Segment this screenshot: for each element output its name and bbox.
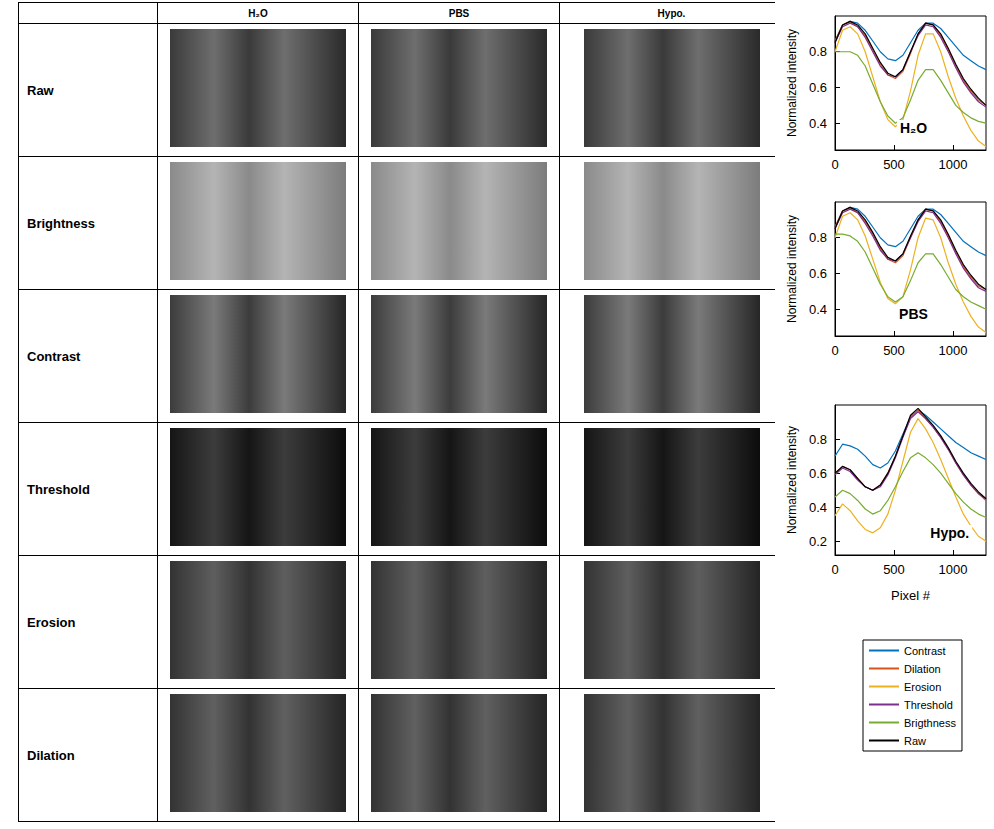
svg-text:Hypo.: Hypo. bbox=[930, 525, 969, 541]
svg-text:0.4: 0.4 bbox=[809, 302, 827, 317]
svg-text:0: 0 bbox=[831, 343, 838, 358]
svg-text:0.6: 0.6 bbox=[809, 266, 827, 281]
svg-text:H₂O: H₂O bbox=[900, 120, 927, 136]
svg-text:0: 0 bbox=[831, 157, 838, 172]
svg-text:Pixel #: Pixel # bbox=[891, 588, 931, 603]
svg-text:1000: 1000 bbox=[939, 562, 968, 577]
html-text:Threshold: Threshold bbox=[27, 481, 90, 497]
svg-text:Raw: Raw bbox=[904, 735, 926, 747]
svg-text:Normalized intensity: Normalized intensity bbox=[785, 426, 799, 534]
svg-text:PBS: PBS bbox=[899, 306, 928, 322]
svg-text:Brigthness: Brigthness bbox=[904, 717, 956, 729]
svg-text:0.4: 0.4 bbox=[809, 116, 827, 131]
html-text:Erosion: Erosion bbox=[27, 614, 76, 630]
svg-text:Normalized intensity: Normalized intensity bbox=[785, 215, 799, 323]
svg-text:1000: 1000 bbox=[939, 343, 968, 358]
svg-text:0.2: 0.2 bbox=[809, 534, 827, 549]
html-text:Dilation: Dilation bbox=[27, 747, 75, 763]
html-text:PBS: PBS bbox=[448, 7, 470, 19]
svg-text:500: 500 bbox=[883, 343, 905, 358]
html-text:Raw: Raw bbox=[27, 82, 54, 98]
svg-text:1000: 1000 bbox=[939, 157, 968, 172]
svg-text:500: 500 bbox=[883, 157, 905, 172]
svg-text:Erosion: Erosion bbox=[904, 681, 941, 693]
svg-text:0.8: 0.8 bbox=[809, 44, 827, 59]
svg-text:Normalized intensity: Normalized intensity bbox=[785, 29, 799, 137]
svg-text:0.6: 0.6 bbox=[809, 466, 827, 481]
svg-text:0.8: 0.8 bbox=[809, 230, 827, 245]
svg-text:0.4: 0.4 bbox=[809, 500, 827, 515]
svg-text:500: 500 bbox=[883, 562, 905, 577]
svg-text:0: 0 bbox=[831, 562, 838, 577]
html-text:H₂O: H₂O bbox=[248, 7, 268, 19]
html-text:Brightness: Brightness bbox=[27, 215, 95, 231]
svg-text:Threshold: Threshold bbox=[904, 699, 953, 711]
svg-text:Contrast: Contrast bbox=[904, 645, 946, 657]
html-text:Contrast: Contrast bbox=[27, 348, 81, 364]
svg-text:0.6: 0.6 bbox=[809, 80, 827, 95]
svg-text:Dilation: Dilation bbox=[904, 663, 941, 675]
html-text:Hypo.: Hypo. bbox=[657, 7, 686, 19]
svg-text:0.8: 0.8 bbox=[809, 432, 827, 447]
